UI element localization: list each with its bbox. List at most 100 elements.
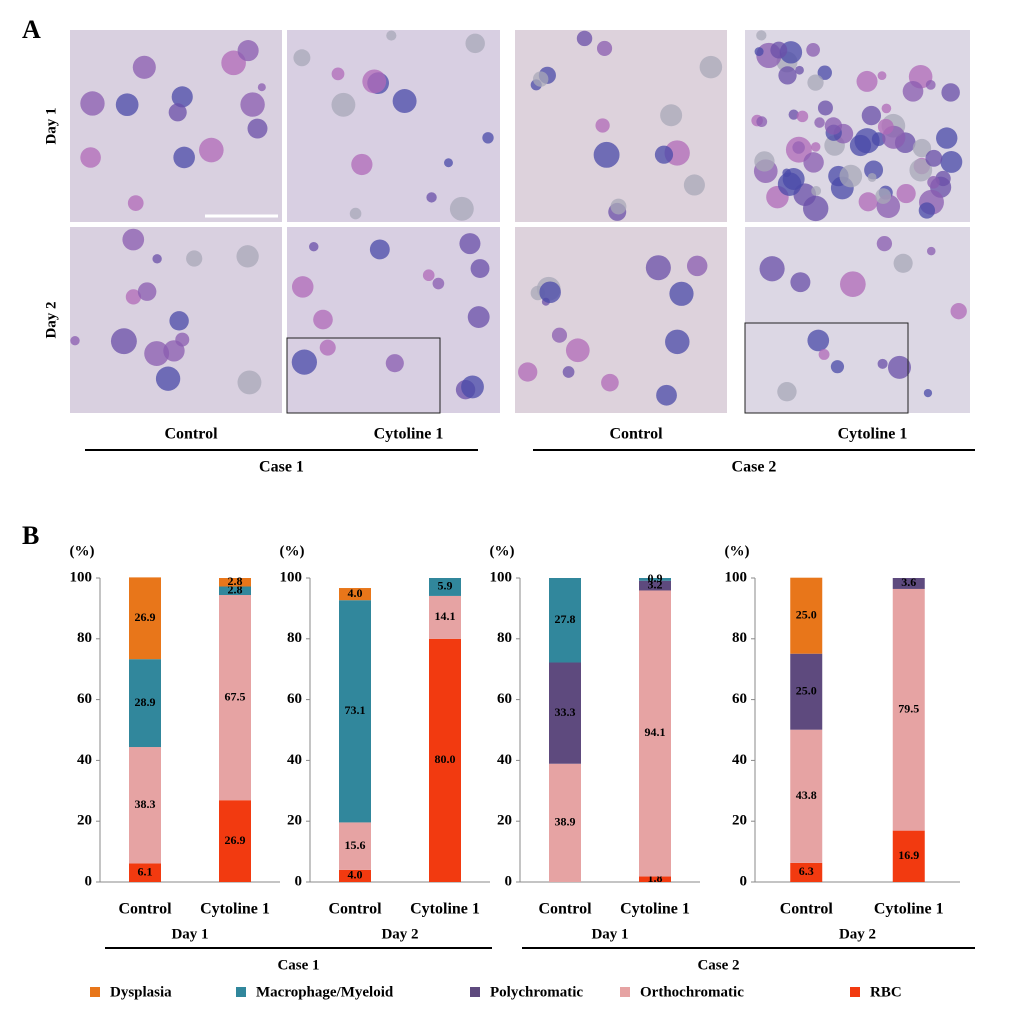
cell bbox=[893, 253, 913, 273]
cell bbox=[385, 354, 404, 373]
value-label: 14.1 bbox=[435, 609, 456, 623]
cell bbox=[482, 132, 494, 144]
value-label: 38.9 bbox=[555, 815, 576, 829]
y-tick-label: 20 bbox=[732, 813, 747, 829]
cell bbox=[699, 55, 723, 79]
cell bbox=[925, 79, 936, 90]
cell bbox=[539, 281, 561, 304]
bar-segment bbox=[892, 830, 925, 882]
cell bbox=[654, 145, 674, 164]
cell bbox=[927, 176, 940, 189]
cell bbox=[426, 192, 437, 203]
bar-segment bbox=[639, 580, 671, 591]
cell bbox=[163, 340, 185, 362]
legend-swatch bbox=[236, 987, 246, 997]
cell bbox=[461, 375, 484, 399]
cell bbox=[362, 69, 387, 94]
y-tick-label: 60 bbox=[732, 691, 747, 707]
inset bbox=[286, 337, 441, 414]
cell bbox=[818, 349, 830, 360]
cell bbox=[756, 30, 767, 41]
bar-segment bbox=[892, 578, 925, 589]
cell bbox=[127, 195, 144, 211]
cell bbox=[887, 355, 911, 379]
value-label: 16.9 bbox=[898, 848, 919, 862]
y-tick-label: 0 bbox=[505, 873, 513, 889]
cell bbox=[169, 311, 189, 331]
cell bbox=[867, 173, 877, 182]
value-label: 6.3 bbox=[799, 864, 814, 878]
cell bbox=[70, 335, 80, 346]
cell bbox=[80, 147, 101, 168]
cell bbox=[759, 256, 785, 282]
cell bbox=[110, 328, 137, 355]
cell bbox=[199, 137, 224, 163]
bar-segment bbox=[790, 577, 823, 654]
y-axis-label: (%) bbox=[70, 543, 95, 559]
cell bbox=[881, 103, 892, 114]
cell bbox=[669, 281, 694, 306]
cell bbox=[849, 134, 872, 157]
cell bbox=[168, 103, 187, 122]
value-label: 6.1 bbox=[138, 864, 153, 878]
group-label: Day 1 bbox=[591, 926, 628, 942]
y-tick-label: 100 bbox=[725, 569, 748, 585]
case-label: Case 2 bbox=[732, 459, 777, 476]
bar-segment bbox=[429, 638, 461, 882]
y-tick-label: 60 bbox=[287, 691, 302, 707]
value-label: 79.5 bbox=[898, 702, 919, 716]
cell bbox=[782, 168, 805, 191]
cell bbox=[257, 83, 266, 92]
x-tick-label: Control bbox=[118, 901, 172, 918]
bar-segment bbox=[129, 577, 161, 660]
cell bbox=[309, 241, 319, 252]
cell bbox=[137, 282, 157, 301]
y-tick-label: 0 bbox=[85, 873, 93, 889]
y-tick-label: 100 bbox=[280, 569, 303, 585]
cell bbox=[186, 250, 203, 267]
cell bbox=[236, 245, 259, 268]
bar-segment bbox=[790, 862, 823, 882]
cell bbox=[909, 158, 933, 182]
cell bbox=[319, 339, 336, 356]
row-label: Day 1 bbox=[43, 107, 59, 144]
micrograph bbox=[70, 30, 282, 222]
cell bbox=[777, 382, 797, 402]
bar-segment bbox=[219, 578, 251, 587]
cell bbox=[896, 183, 916, 204]
cell bbox=[796, 110, 809, 123]
cell bbox=[610, 198, 627, 215]
cell bbox=[770, 41, 788, 59]
cell bbox=[596, 40, 613, 56]
cell bbox=[115, 93, 139, 117]
cell bbox=[795, 65, 804, 75]
x-tick-label: Cytoline 1 bbox=[874, 901, 944, 918]
cell bbox=[432, 277, 445, 290]
panel-label: B bbox=[22, 521, 39, 550]
cell bbox=[877, 118, 894, 135]
cell bbox=[125, 289, 142, 305]
cell bbox=[807, 74, 824, 91]
bar-segment bbox=[549, 662, 581, 764]
cell bbox=[858, 192, 878, 212]
legend-label: Polychromatic bbox=[490, 984, 583, 1000]
cell bbox=[313, 309, 333, 330]
cell bbox=[810, 142, 821, 152]
value-label: 5.9 bbox=[438, 579, 453, 593]
value-label: 3.2 bbox=[648, 577, 663, 591]
cell bbox=[565, 338, 590, 363]
x-tick-label: Control bbox=[328, 901, 382, 918]
value-label: 43.8 bbox=[796, 788, 817, 802]
cell bbox=[293, 49, 311, 67]
column-label: Control bbox=[609, 426, 663, 443]
cell bbox=[756, 116, 768, 128]
cell bbox=[237, 40, 259, 62]
value-label: 33.3 bbox=[555, 705, 576, 719]
cell bbox=[856, 70, 878, 92]
bar-segment bbox=[129, 863, 161, 882]
bar-segment bbox=[790, 729, 823, 863]
value-label: 25.0 bbox=[796, 683, 817, 697]
cell bbox=[814, 117, 825, 128]
value-label: 73.1 bbox=[345, 703, 366, 717]
cell bbox=[576, 30, 593, 47]
